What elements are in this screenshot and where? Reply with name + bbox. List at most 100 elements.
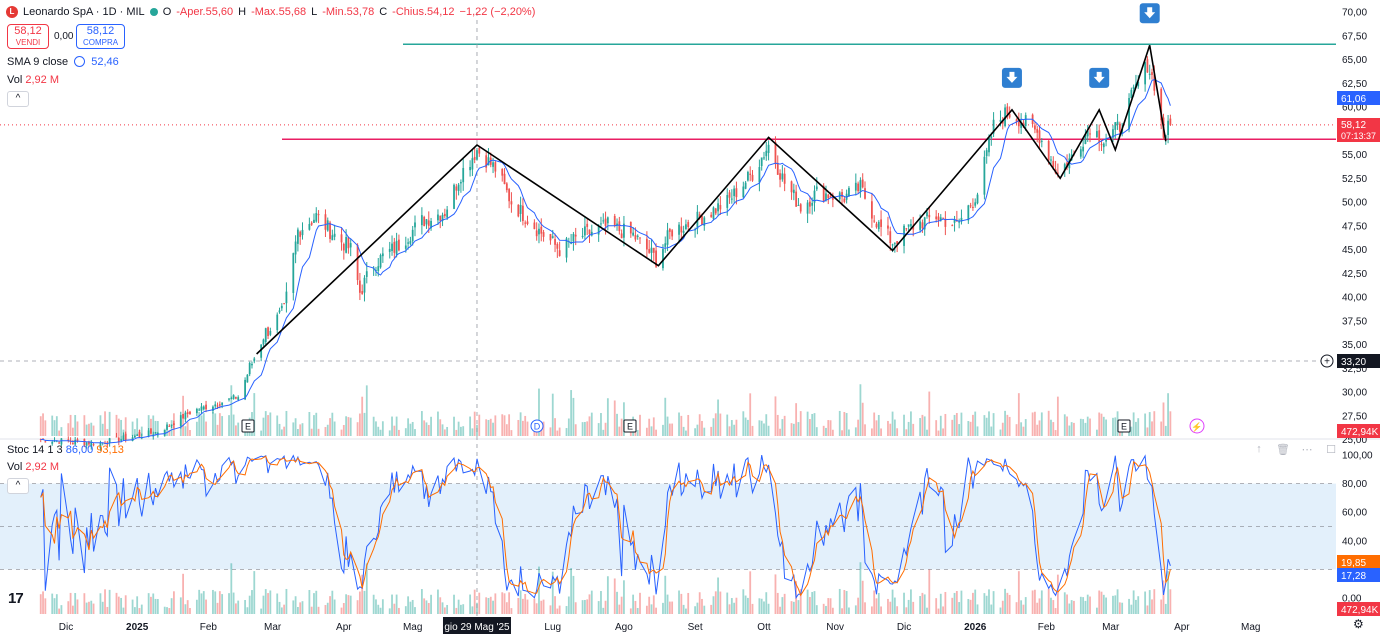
volume-bar xyxy=(831,429,834,436)
more-icon[interactable]: ⋯ xyxy=(1301,444,1313,456)
volume2-legend[interactable]: Vol 2,92 M xyxy=(7,460,59,474)
dividend-marker[interactable]: D xyxy=(530,419,544,433)
volume-bar xyxy=(152,593,155,614)
maximize-icon[interactable]: ☐ xyxy=(1326,444,1336,456)
volume-legend[interactable]: Vol 2,92 M xyxy=(7,73,59,87)
down-arrow-icon[interactable] xyxy=(1001,67,1022,88)
volume-bar xyxy=(85,424,88,436)
down-arrow-icon[interactable] xyxy=(1139,3,1160,24)
sma-settings-icon[interactable] xyxy=(74,56,86,67)
volume-bar xyxy=(749,393,752,436)
collapse-legend-button[interactable]: ^ xyxy=(7,91,29,107)
volume-bar xyxy=(751,603,754,614)
volume-bar xyxy=(827,420,830,436)
volume-bar xyxy=(992,591,995,614)
candle-body xyxy=(972,206,974,208)
volume-bar xyxy=(870,428,873,436)
candle-body xyxy=(1082,146,1085,152)
time-tick-label: 2025 xyxy=(126,622,149,633)
volume-bar xyxy=(728,604,731,614)
volume-bar xyxy=(522,598,524,614)
volume-bar xyxy=(324,605,327,614)
candle-body xyxy=(1153,74,1156,91)
volume-bar xyxy=(985,595,988,614)
volume-bars-stoch-pane xyxy=(39,562,1172,614)
candle-body xyxy=(880,219,882,227)
candle-body xyxy=(861,179,864,188)
volume-bar xyxy=(1036,602,1039,614)
candle-body xyxy=(1160,88,1163,121)
volume-bar xyxy=(340,429,343,436)
earnings-marker[interactable]: E xyxy=(241,419,255,433)
stoch-k-badge-box xyxy=(1337,568,1380,582)
price-tick-label: 27,50 xyxy=(1342,411,1367,422)
volume-bar xyxy=(682,426,685,436)
move-up-icon[interactable]: ↑ xyxy=(1256,443,1262,455)
volume-bar xyxy=(1008,594,1011,614)
volume-bar xyxy=(662,602,664,614)
volume-bar xyxy=(613,578,616,614)
stoch-d-badge: 19,85 xyxy=(1337,555,1380,569)
volume-bar xyxy=(186,422,189,436)
candle-body xyxy=(283,303,286,305)
volume-bar xyxy=(542,421,545,436)
symbol-name[interactable]: Leonardo SpA · 1D · MIL xyxy=(23,6,145,18)
volume-bar xyxy=(1052,422,1055,436)
volume-bar xyxy=(822,603,825,614)
sma-line[interactable] xyxy=(40,79,1171,445)
sma-legend[interactable]: SMA 9 close 52,46 xyxy=(7,55,119,69)
volume-bar xyxy=(664,397,667,436)
candle-body xyxy=(1001,120,1004,124)
volume-bar xyxy=(510,608,513,614)
volume-bar xyxy=(315,412,318,436)
candle-body xyxy=(133,435,136,438)
tradingview-logo-icon[interactable]: 17 xyxy=(8,590,24,607)
candle-body xyxy=(951,225,954,227)
volume-value-badge-label: 472,94K xyxy=(1341,427,1379,438)
stoch-k-line[interactable] xyxy=(40,454,1171,600)
candle-body xyxy=(719,205,722,210)
price-tick-label: 30,00 xyxy=(1342,388,1367,399)
lightning-icon[interactable]: ⚡ xyxy=(1189,418,1205,434)
volume-bar xyxy=(714,413,717,436)
volume-bar xyxy=(1130,426,1133,436)
volume-bar xyxy=(742,589,745,614)
candle-body xyxy=(315,213,318,222)
candle-body xyxy=(198,409,201,411)
price-tick-label: 32,50 xyxy=(1342,364,1367,375)
volume-bar xyxy=(726,592,729,614)
volume-bar xyxy=(645,427,648,436)
candle-body xyxy=(1015,119,1018,122)
volume-bar xyxy=(880,428,882,436)
volume-bar xyxy=(864,424,866,436)
earnings-marker[interactable]: E xyxy=(1117,419,1131,433)
volume-bar xyxy=(1004,410,1006,436)
down-arrow-icon[interactable] xyxy=(1089,67,1110,88)
volume-bar xyxy=(221,416,224,436)
candle-body xyxy=(51,441,54,444)
stoch-d-line[interactable] xyxy=(40,455,1171,597)
collapse-stoch-legend-button[interactable]: ^ xyxy=(7,478,29,494)
candle-body xyxy=(439,215,442,221)
sell-button[interactable]: 58,12 VENDI xyxy=(7,24,49,49)
buy-button[interactable]: 58,12 COMPRA xyxy=(76,24,125,49)
candle-body xyxy=(730,198,733,200)
candle-body xyxy=(685,224,687,229)
volume-bar xyxy=(1015,424,1018,436)
earnings-marker[interactable]: E xyxy=(623,419,637,433)
trash-icon[interactable]: 🗑 xyxy=(1276,444,1290,456)
volume-bar xyxy=(168,430,171,436)
candle-body xyxy=(358,280,361,293)
volume-bar xyxy=(519,590,522,614)
volume-bar xyxy=(648,418,651,436)
volume-bar xyxy=(184,604,187,614)
trend-pattern-line[interactable] xyxy=(256,45,1167,355)
volume-bar xyxy=(999,607,1002,614)
price-tick-label: 50,00 xyxy=(1342,198,1367,209)
volume-bar xyxy=(104,411,106,436)
stoch-legend[interactable]: Stoc 14 1 3 86,00 93,13 xyxy=(7,443,124,457)
gear-icon[interactable]: ⚙ xyxy=(1353,617,1364,631)
add-level-icon[interactable] xyxy=(1320,354,1334,368)
